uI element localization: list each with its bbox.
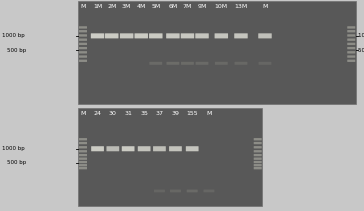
FancyBboxPatch shape — [91, 146, 104, 151]
Text: 1000 bp: 1000 bp — [2, 33, 25, 38]
FancyBboxPatch shape — [79, 34, 87, 37]
FancyBboxPatch shape — [79, 30, 87, 32]
FancyBboxPatch shape — [149, 62, 162, 65]
FancyBboxPatch shape — [154, 189, 165, 192]
FancyBboxPatch shape — [181, 33, 194, 38]
FancyBboxPatch shape — [254, 138, 262, 141]
FancyBboxPatch shape — [187, 189, 198, 192]
FancyBboxPatch shape — [79, 157, 87, 160]
Text: 2M: 2M — [107, 4, 116, 9]
FancyBboxPatch shape — [79, 142, 87, 144]
Text: M: M — [262, 4, 268, 9]
FancyBboxPatch shape — [215, 62, 228, 65]
FancyBboxPatch shape — [195, 33, 209, 38]
FancyBboxPatch shape — [254, 142, 262, 144]
FancyBboxPatch shape — [169, 146, 182, 151]
FancyBboxPatch shape — [254, 157, 262, 160]
FancyBboxPatch shape — [347, 43, 355, 45]
Text: 31: 31 — [124, 111, 132, 116]
FancyBboxPatch shape — [79, 146, 87, 149]
Text: 30: 30 — [109, 111, 117, 116]
FancyBboxPatch shape — [79, 164, 87, 166]
FancyBboxPatch shape — [347, 38, 355, 41]
FancyBboxPatch shape — [79, 51, 87, 54]
Text: 35: 35 — [140, 111, 148, 116]
FancyBboxPatch shape — [79, 161, 87, 163]
FancyBboxPatch shape — [79, 55, 87, 58]
FancyBboxPatch shape — [254, 154, 262, 156]
Text: 1000 bp: 1000 bp — [2, 146, 25, 151]
FancyBboxPatch shape — [170, 189, 181, 192]
FancyBboxPatch shape — [347, 47, 355, 49]
FancyBboxPatch shape — [347, 60, 355, 62]
FancyBboxPatch shape — [258, 62, 272, 65]
FancyBboxPatch shape — [186, 146, 199, 151]
FancyBboxPatch shape — [347, 55, 355, 58]
FancyBboxPatch shape — [254, 167, 262, 169]
FancyBboxPatch shape — [149, 33, 163, 38]
FancyBboxPatch shape — [254, 161, 262, 163]
FancyBboxPatch shape — [79, 47, 87, 49]
FancyBboxPatch shape — [254, 146, 262, 149]
FancyBboxPatch shape — [79, 154, 87, 156]
FancyBboxPatch shape — [347, 26, 355, 29]
Text: 10M: 10M — [215, 4, 228, 9]
Text: M: M — [80, 111, 86, 116]
FancyBboxPatch shape — [107, 146, 119, 151]
FancyBboxPatch shape — [138, 146, 151, 151]
FancyBboxPatch shape — [79, 150, 87, 153]
Text: 1000 bp: 1000 bp — [358, 33, 364, 38]
FancyBboxPatch shape — [79, 138, 87, 141]
FancyBboxPatch shape — [79, 167, 87, 169]
Text: 37: 37 — [155, 111, 163, 116]
FancyBboxPatch shape — [91, 33, 104, 38]
FancyBboxPatch shape — [79, 60, 87, 62]
FancyBboxPatch shape — [215, 33, 228, 38]
Text: 1M: 1M — [93, 4, 102, 9]
FancyBboxPatch shape — [122, 146, 135, 151]
Bar — [78, 1, 356, 104]
FancyBboxPatch shape — [105, 33, 119, 38]
FancyBboxPatch shape — [254, 150, 262, 153]
FancyBboxPatch shape — [153, 146, 166, 151]
FancyBboxPatch shape — [195, 62, 209, 65]
Text: 6M: 6M — [168, 4, 178, 9]
FancyBboxPatch shape — [79, 26, 87, 29]
FancyBboxPatch shape — [166, 33, 180, 38]
Text: M: M — [80, 4, 86, 9]
FancyBboxPatch shape — [166, 62, 179, 65]
Text: 39: 39 — [171, 111, 179, 116]
FancyBboxPatch shape — [347, 34, 355, 37]
FancyBboxPatch shape — [181, 62, 194, 65]
Text: 9M: 9M — [197, 4, 207, 9]
FancyBboxPatch shape — [135, 33, 148, 38]
FancyBboxPatch shape — [203, 189, 214, 192]
FancyBboxPatch shape — [347, 51, 355, 54]
Text: 5M: 5M — [151, 4, 161, 9]
Text: 500 bp: 500 bp — [7, 160, 26, 165]
FancyBboxPatch shape — [254, 164, 262, 166]
Text: 500 bp: 500 bp — [358, 48, 364, 53]
Text: 3M: 3M — [122, 4, 131, 9]
Text: 13M: 13M — [234, 4, 248, 9]
FancyBboxPatch shape — [234, 33, 248, 38]
FancyBboxPatch shape — [234, 62, 248, 65]
FancyBboxPatch shape — [79, 43, 87, 45]
Text: 500 bp: 500 bp — [7, 48, 26, 53]
Text: M: M — [206, 111, 211, 116]
Text: 24: 24 — [94, 111, 102, 116]
Bar — [78, 108, 262, 206]
FancyBboxPatch shape — [79, 38, 87, 41]
Text: 4M: 4M — [136, 4, 146, 9]
Text: 155: 155 — [186, 111, 198, 116]
FancyBboxPatch shape — [120, 33, 133, 38]
Text: 7M: 7M — [183, 4, 192, 9]
FancyBboxPatch shape — [347, 30, 355, 32]
FancyBboxPatch shape — [258, 33, 272, 38]
